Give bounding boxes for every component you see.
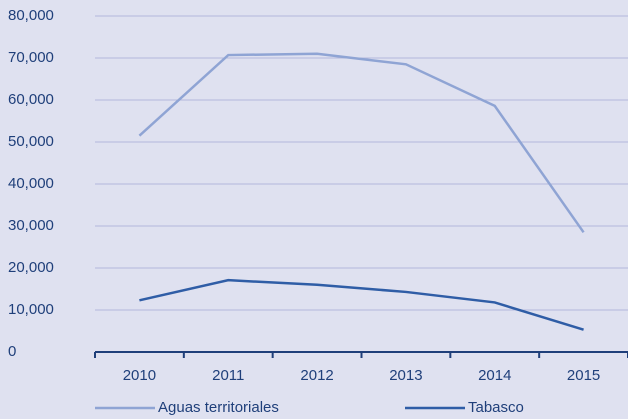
y-tick-label: 0 (8, 343, 16, 360)
y-tick-label: 30,000 (8, 217, 54, 234)
y-tick-label: 10,000 (8, 301, 54, 318)
legend-label: Aguas territoriales (158, 399, 279, 416)
x-tick-label: 2014 (478, 367, 511, 384)
y-tick-label: 40,000 (8, 175, 54, 192)
y-tick-label: 50,000 (8, 133, 54, 150)
x-tick-label: 2010 (123, 367, 156, 384)
x-tick-label: 2015 (567, 367, 600, 384)
y-tick-label: 60,000 (8, 91, 54, 108)
x-tick-label: 2011 (212, 367, 244, 384)
y-tick-label: 20,000 (8, 259, 54, 276)
x-tick-label: 2013 (389, 367, 422, 384)
series-line (139, 278, 584, 331)
y-tick-label: 70,000 (8, 49, 54, 66)
legend-label: Tabasco (468, 399, 524, 416)
y-tick-label: 80,000 (8, 7, 54, 24)
x-tick-label: 2012 (300, 367, 333, 384)
series-line (138, 52, 585, 234)
